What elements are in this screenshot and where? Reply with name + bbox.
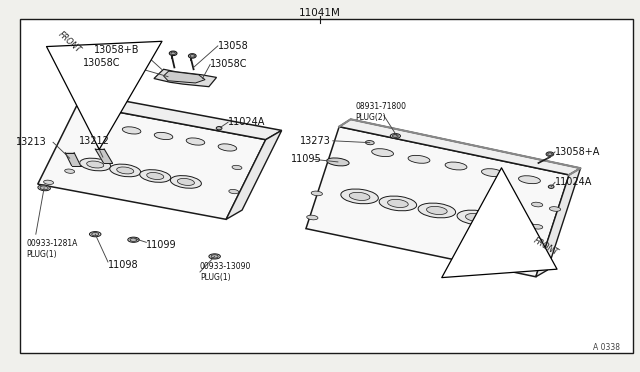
Text: 11099: 11099 xyxy=(147,240,177,250)
Text: 08931-71800
PLUG(2): 08931-71800 PLUG(2) xyxy=(355,102,406,122)
Ellipse shape xyxy=(388,199,408,208)
Polygon shape xyxy=(226,131,282,219)
Ellipse shape xyxy=(349,192,370,201)
Ellipse shape xyxy=(365,141,374,145)
Ellipse shape xyxy=(496,217,534,231)
Ellipse shape xyxy=(426,206,447,215)
Ellipse shape xyxy=(307,215,318,220)
Ellipse shape xyxy=(186,138,205,145)
Ellipse shape xyxy=(177,179,195,185)
Polygon shape xyxy=(38,105,266,219)
Text: 13273: 13273 xyxy=(300,136,330,146)
Polygon shape xyxy=(77,95,282,140)
Ellipse shape xyxy=(116,167,134,174)
Ellipse shape xyxy=(232,165,242,170)
Text: 13058: 13058 xyxy=(218,41,248,51)
Ellipse shape xyxy=(122,127,141,134)
Ellipse shape xyxy=(171,52,175,55)
Text: 11041M: 11041M xyxy=(299,7,341,17)
Ellipse shape xyxy=(170,176,202,188)
Ellipse shape xyxy=(44,180,54,185)
Ellipse shape xyxy=(390,134,401,138)
Ellipse shape xyxy=(518,176,540,184)
Text: 13058+A: 13058+A xyxy=(555,147,600,157)
Text: FRONT: FRONT xyxy=(57,30,83,55)
Ellipse shape xyxy=(211,255,218,258)
Ellipse shape xyxy=(372,149,394,157)
Polygon shape xyxy=(306,127,569,277)
Ellipse shape xyxy=(326,158,349,166)
Ellipse shape xyxy=(140,170,171,182)
Text: 11024A: 11024A xyxy=(228,117,266,127)
Text: 11098: 11098 xyxy=(108,260,139,270)
FancyBboxPatch shape xyxy=(20,19,633,353)
Ellipse shape xyxy=(311,191,323,196)
Ellipse shape xyxy=(379,196,417,211)
Ellipse shape xyxy=(548,185,554,188)
Polygon shape xyxy=(164,71,205,83)
Text: FRONT: FRONT xyxy=(532,236,560,257)
Ellipse shape xyxy=(341,189,378,204)
Ellipse shape xyxy=(229,189,239,194)
Ellipse shape xyxy=(418,203,456,218)
Ellipse shape xyxy=(216,126,222,130)
Ellipse shape xyxy=(465,214,486,222)
Text: 00933-1281A
PLUG(1): 00933-1281A PLUG(1) xyxy=(26,239,77,259)
Ellipse shape xyxy=(80,158,111,171)
Polygon shape xyxy=(65,153,81,166)
Text: 00933-13090
PLUG(1): 00933-13090 PLUG(1) xyxy=(200,262,252,282)
Ellipse shape xyxy=(445,162,467,170)
Ellipse shape xyxy=(38,185,51,191)
Ellipse shape xyxy=(109,164,141,177)
Text: 11024A: 11024A xyxy=(555,177,593,187)
Ellipse shape xyxy=(86,161,104,168)
Text: 13058C: 13058C xyxy=(210,60,248,70)
Ellipse shape xyxy=(548,153,552,155)
Text: 13058+B: 13058+B xyxy=(95,45,140,55)
Ellipse shape xyxy=(147,173,164,179)
Ellipse shape xyxy=(481,169,503,177)
Ellipse shape xyxy=(190,55,195,57)
Ellipse shape xyxy=(546,152,554,156)
Ellipse shape xyxy=(154,132,173,140)
Text: 13212: 13212 xyxy=(79,136,109,146)
Ellipse shape xyxy=(531,224,543,229)
Text: 11095: 11095 xyxy=(291,154,322,164)
Ellipse shape xyxy=(90,232,101,237)
Text: 13058C: 13058C xyxy=(83,58,121,68)
Ellipse shape xyxy=(392,135,398,137)
Text: 13213: 13213 xyxy=(16,137,47,147)
Text: A 0338: A 0338 xyxy=(593,343,620,352)
Ellipse shape xyxy=(531,202,543,207)
Ellipse shape xyxy=(130,238,137,241)
Polygon shape xyxy=(339,119,580,175)
Ellipse shape xyxy=(408,155,430,163)
Ellipse shape xyxy=(65,169,75,173)
Ellipse shape xyxy=(218,144,237,151)
Polygon shape xyxy=(154,69,216,87)
Polygon shape xyxy=(95,149,113,163)
Ellipse shape xyxy=(504,220,525,228)
Polygon shape xyxy=(536,168,580,277)
Ellipse shape xyxy=(457,210,495,225)
Ellipse shape xyxy=(209,254,220,259)
Ellipse shape xyxy=(549,207,561,211)
Ellipse shape xyxy=(188,54,196,58)
Ellipse shape xyxy=(128,237,140,242)
Ellipse shape xyxy=(170,51,177,55)
Ellipse shape xyxy=(40,186,48,190)
Ellipse shape xyxy=(92,232,99,236)
